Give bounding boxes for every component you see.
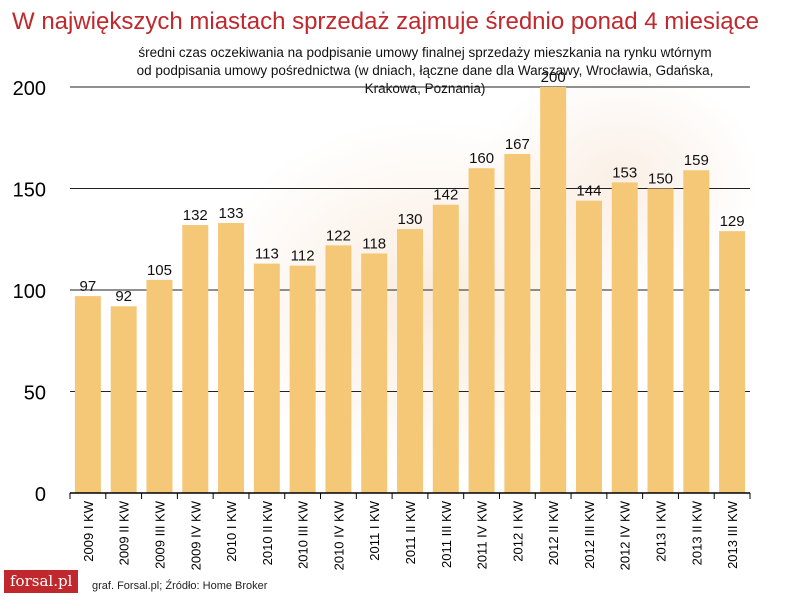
data-label-6: 112	[291, 248, 315, 265]
subtitle-line-3: Krakowa, Poznania)	[364, 81, 486, 96]
x-tick-label-8: 2011 I KW	[367, 500, 382, 560]
bar-3	[182, 225, 209, 494]
forsal-logo: forsal.pl	[4, 570, 79, 593]
data-label-13: 200	[541, 69, 566, 86]
bar-16	[647, 188, 674, 493]
y-tick-label-50: 50	[24, 383, 46, 405]
data-label-1: 92	[115, 288, 132, 305]
x-tick-label-3: 2009 IV KW	[188, 500, 203, 570]
x-tick-label-12: 2012 I KW	[510, 500, 525, 561]
data-label-11: 160	[469, 150, 494, 167]
x-tick-label-17: 2013 II KW	[689, 500, 704, 565]
bar-15	[611, 182, 638, 493]
chart-title: W największych miastach sprzedaż zajmuje…	[12, 8, 759, 35]
x-tick-label-9: 2011 II KW	[403, 500, 418, 564]
data-label-7: 122	[326, 227, 351, 244]
data-label-9: 130	[397, 211, 422, 228]
bar-14	[575, 200, 602, 493]
x-tick-label-14: 2012 III KW	[582, 500, 597, 569]
data-label-17: 159	[684, 152, 709, 169]
subtitle-line-2: od podpisania umowy pośrednictwa (w dnia…	[136, 63, 714, 78]
y-tick-label-0: 0	[35, 484, 46, 506]
bar-0	[74, 296, 101, 493]
chart-subtitle: średni czas oczekiwania na podpisanie um…	[90, 44, 760, 98]
bar-13	[540, 87, 567, 493]
bar-10	[432, 204, 459, 494]
y-tick-label-100: 100	[13, 281, 46, 303]
data-label-16: 150	[648, 171, 673, 188]
x-tick-label-4: 2010 I KW	[224, 500, 239, 561]
data-label-14: 144	[576, 183, 601, 200]
source-note: graf. Forsal.pl; Źródło: Home Broker	[92, 580, 268, 592]
x-tick-label-5: 2010 II KW	[260, 500, 275, 565]
bar-2	[146, 279, 173, 493]
bar-12	[504, 153, 531, 494]
data-label-10: 142	[433, 187, 458, 204]
bar-1	[110, 306, 137, 493]
data-label-4: 133	[219, 205, 244, 222]
data-label-15: 153	[612, 164, 637, 181]
x-tick-label-15: 2012 IV KW	[618, 500, 633, 570]
x-tick-label-16: 2013 I KW	[654, 500, 669, 561]
data-label-12: 167	[505, 136, 530, 153]
y-tick-label-150: 150	[13, 180, 46, 202]
data-label-8: 118	[362, 235, 386, 252]
data-label-18: 129	[720, 213, 745, 230]
bar-5	[253, 263, 280, 493]
x-tick-label-2: 2009 III KW	[152, 500, 167, 569]
y-tick-label-200: 200	[13, 78, 46, 100]
x-tick-label-10: 2011 III KW	[439, 500, 454, 568]
data-label-0: 97	[80, 278, 97, 295]
bar-8	[361, 253, 388, 493]
x-tick-label-0: 2009 I KW	[81, 500, 96, 561]
bar-4	[218, 223, 245, 493]
data-label-2: 105	[147, 262, 172, 279]
bar-18	[719, 231, 746, 493]
bar-11	[468, 168, 495, 493]
x-tick-label-13: 2012 II KW	[546, 500, 561, 565]
bar-9	[397, 229, 423, 493]
subtitle-line-1: średni czas oczekiwania na podpisanie um…	[138, 45, 712, 60]
bar-6	[289, 265, 316, 493]
x-tick-label-11: 2011 IV KW	[475, 500, 490, 569]
x-tick-label-18: 2013 III KW	[725, 500, 740, 569]
data-label-3: 132	[183, 207, 208, 224]
x-tick-label-6: 2010 III KW	[296, 500, 311, 569]
bar-7	[325, 245, 352, 493]
x-tick-label-7: 2010 IV KW	[331, 500, 346, 570]
bar-17	[683, 170, 710, 494]
data-label-5: 113	[255, 246, 279, 263]
x-tick-label-1: 2009 II KW	[117, 500, 132, 565]
